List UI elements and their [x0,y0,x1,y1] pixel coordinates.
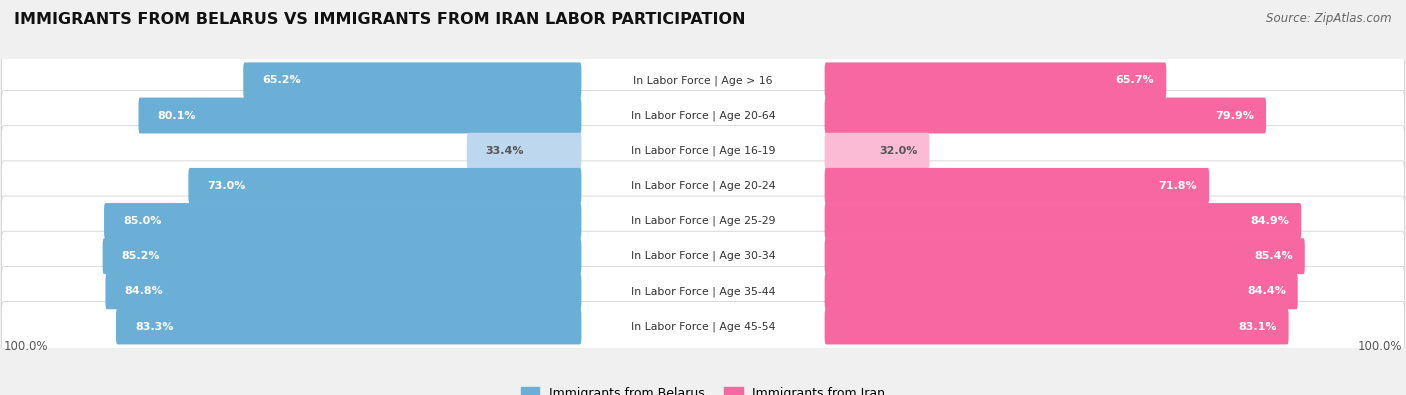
Text: 79.9%: 79.9% [1215,111,1254,120]
Text: 84.9%: 84.9% [1250,216,1289,226]
FancyBboxPatch shape [243,62,582,98]
FancyBboxPatch shape [1,90,1405,141]
Text: IMMIGRANTS FROM BELARUS VS IMMIGRANTS FROM IRAN LABOR PARTICIPATION: IMMIGRANTS FROM BELARUS VS IMMIGRANTS FR… [14,12,745,27]
FancyBboxPatch shape [104,203,582,239]
FancyBboxPatch shape [103,238,582,274]
Text: In Labor Force | Age 45-54: In Labor Force | Age 45-54 [631,321,775,332]
FancyBboxPatch shape [824,238,1305,274]
FancyBboxPatch shape [115,308,582,344]
Text: In Labor Force | Age 35-44: In Labor Force | Age 35-44 [631,286,775,297]
FancyBboxPatch shape [105,273,582,309]
FancyBboxPatch shape [824,62,1167,98]
Text: 83.1%: 83.1% [1239,322,1277,331]
Text: In Labor Force | Age 30-34: In Labor Force | Age 30-34 [631,251,775,261]
FancyBboxPatch shape [824,133,929,169]
FancyBboxPatch shape [824,308,1289,344]
Text: In Labor Force | Age 25-29: In Labor Force | Age 25-29 [631,216,775,226]
FancyBboxPatch shape [824,203,1302,239]
Text: 85.0%: 85.0% [124,216,162,226]
Text: In Labor Force | Age > 16: In Labor Force | Age > 16 [633,75,773,86]
FancyBboxPatch shape [1,55,1405,105]
Text: 84.8%: 84.8% [125,286,163,296]
Text: 65.2%: 65.2% [262,75,301,85]
FancyBboxPatch shape [467,133,582,169]
FancyBboxPatch shape [1,266,1405,316]
Text: 100.0%: 100.0% [1358,340,1403,354]
Text: 71.8%: 71.8% [1159,181,1198,191]
Text: Source: ZipAtlas.com: Source: ZipAtlas.com [1267,12,1392,25]
FancyBboxPatch shape [1,231,1405,281]
FancyBboxPatch shape [1,196,1405,246]
Text: In Labor Force | Age 20-24: In Labor Force | Age 20-24 [631,181,775,191]
Text: 85.2%: 85.2% [121,251,160,261]
FancyBboxPatch shape [138,98,582,134]
Text: 100.0%: 100.0% [3,340,48,354]
Text: 33.4%: 33.4% [486,146,524,156]
FancyBboxPatch shape [824,273,1298,309]
FancyBboxPatch shape [1,126,1405,176]
Text: 80.1%: 80.1% [157,111,195,120]
Text: 85.4%: 85.4% [1254,251,1294,261]
FancyBboxPatch shape [1,301,1405,352]
Text: In Labor Force | Age 20-64: In Labor Force | Age 20-64 [631,110,775,121]
FancyBboxPatch shape [188,168,582,204]
FancyBboxPatch shape [824,168,1209,204]
Text: In Labor Force | Age 16-19: In Labor Force | Age 16-19 [631,145,775,156]
Text: 84.4%: 84.4% [1247,286,1286,296]
Text: 32.0%: 32.0% [879,146,917,156]
Text: 65.7%: 65.7% [1116,75,1154,85]
FancyBboxPatch shape [824,98,1267,134]
FancyBboxPatch shape [1,161,1405,211]
Text: 73.0%: 73.0% [208,181,246,191]
Legend: Immigrants from Belarus, Immigrants from Iran: Immigrants from Belarus, Immigrants from… [516,382,890,395]
Text: 83.3%: 83.3% [135,322,173,331]
